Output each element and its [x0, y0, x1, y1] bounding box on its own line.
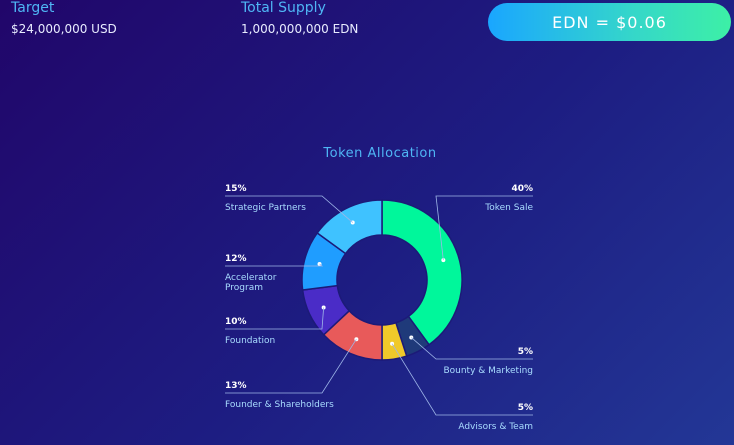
category-label-accelerator-program: Accelerator Program: [225, 273, 277, 293]
category-label-advisors-and-team: Advisors & Team: [458, 422, 533, 432]
percent-label-advisors-and-team: 5%: [518, 403, 533, 413]
category-label-founder-and-shareholders: Founder & Shareholders: [225, 400, 334, 410]
callout-line-foundation: [225, 307, 325, 330]
total-supply-stat: Total Supply 1,000,000,000 EDN: [241, 0, 358, 36]
target-value: $24,000,000 USD: [11, 22, 117, 36]
percent-label-foundation: 10%: [225, 317, 247, 327]
percent-label-token-sale: 40%: [511, 184, 533, 194]
chart-title: Token Allocation: [322, 146, 436, 161]
category-label-bounty-and-marketing: Bounty & Marketing: [443, 366, 533, 376]
callout-line-advisors-and-team: [391, 343, 533, 416]
total-supply-value: 1,000,000,000 EDN: [241, 22, 359, 36]
callout-line-bounty-and-marketing: [411, 337, 533, 360]
total-supply-label: Total Supply: [241, 0, 326, 16]
percent-label-founder-and-shareholders: 13%: [225, 381, 247, 391]
percent-label-strategic-partners: 15%: [225, 184, 247, 194]
percent-label-accelerator-program: 12%: [225, 254, 247, 264]
callout-line-accelerator-program: [225, 263, 324, 267]
category-label-foundation: Foundation: [225, 336, 275, 346]
target-stat: Target $24,000,000 USD: [11, 0, 117, 36]
target-label: Target: [11, 0, 55, 16]
callout-line-strategic-partners: [225, 195, 353, 223]
percent-label-bounty-and-marketing: 5%: [518, 347, 533, 357]
category-label-token-sale: Token Sale: [484, 203, 533, 213]
token-price-button[interactable]: EDN = $0.06: [488, 3, 731, 41]
category-label-strategic-partners: Strategic Partners: [225, 203, 306, 213]
callout-line-founder-and-shareholders: [225, 338, 357, 394]
slice-token-sale[interactable]: [381, 199, 463, 346]
callout-line-token-sale: [435, 195, 533, 261]
slice-strategic-partners[interactable]: [316, 199, 383, 255]
